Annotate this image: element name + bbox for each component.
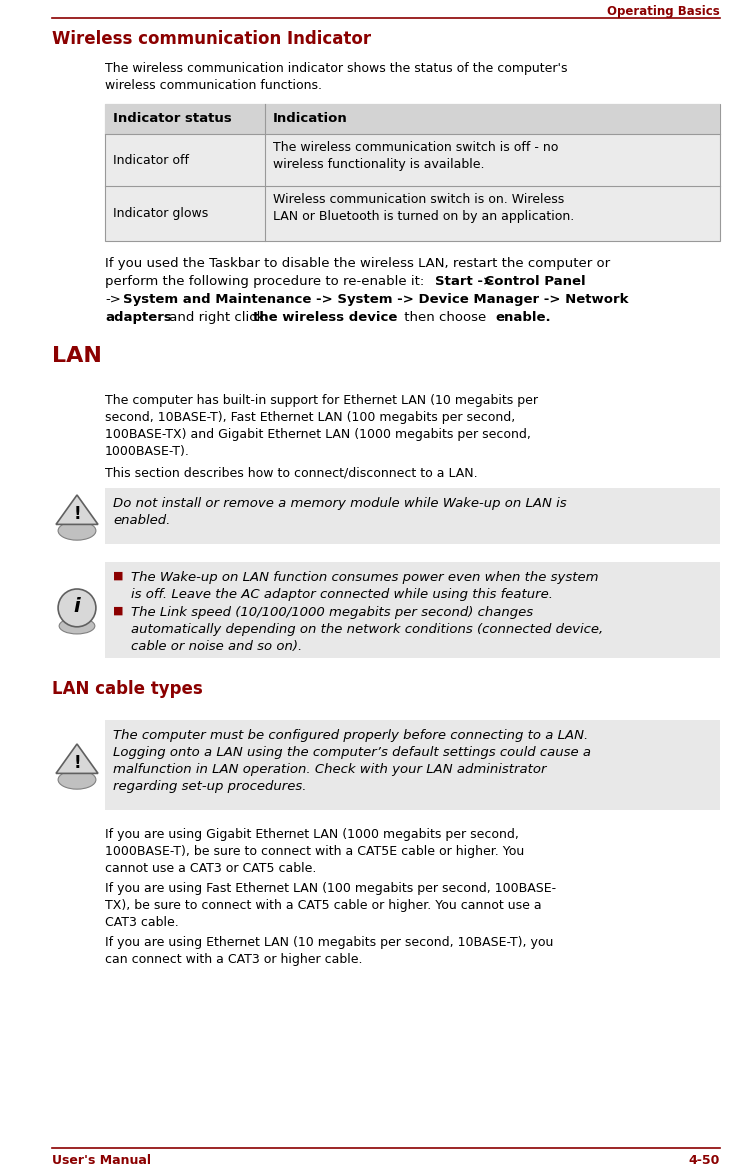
Text: Start ->: Start ->	[435, 275, 494, 288]
Text: The Wake-up on LAN function consumes power even when the system
is off. Leave th: The Wake-up on LAN function consumes pow…	[131, 571, 599, 601]
Text: User's Manual: User's Manual	[52, 1154, 151, 1167]
Bar	[105, 104, 720, 134]
Text: ■: ■	[113, 606, 123, 616]
Text: Indicator glows: Indicator glows	[113, 207, 208, 220]
Bar	[105, 720, 720, 810]
Text: the wireless device: the wireless device	[253, 311, 397, 323]
Text: If you are using Fast Ethernet LAN (100 megabits per second, 100BASE-
TX), be su: If you are using Fast Ethernet LAN (100 …	[105, 883, 556, 929]
Text: Wireless communication switch is on. Wireless
LAN or Bluetooth is turned on by a: Wireless communication switch is on. Wir…	[273, 193, 574, 223]
Text: The Link speed (10/100/1000 megabits per second) changes
automatically depending: The Link speed (10/100/1000 megabits per…	[131, 606, 603, 653]
Text: !: !	[73, 754, 81, 772]
Text: Indication: Indication	[273, 113, 348, 125]
Text: ->: ->	[105, 293, 121, 306]
Text: enable.: enable.	[495, 311, 551, 323]
Text: Control Panel: Control Panel	[480, 275, 586, 288]
Text: and right click: and right click	[165, 311, 269, 323]
Text: System and Maintenance -> System -> Device Manager -> Network: System and Maintenance -> System -> Devi…	[123, 293, 629, 306]
Text: i: i	[74, 598, 80, 616]
Ellipse shape	[58, 522, 96, 540]
Text: The wireless communication indicator shows the status of the computer's
wireless: The wireless communication indicator sho…	[105, 62, 568, 91]
Text: The computer must be configured properly before connecting to a LAN.
Logging ont: The computer must be configured properly…	[113, 729, 591, 793]
Text: !: !	[73, 505, 81, 523]
Ellipse shape	[58, 770, 96, 789]
Text: This section describes how to connect/disconnect to a LAN.: This section describes how to connect/di…	[105, 466, 477, 479]
Text: If you are using Ethernet LAN (10 megabits per second, 10BASE-T), you
can connec: If you are using Ethernet LAN (10 megabi…	[105, 936, 554, 966]
Text: ■: ■	[113, 571, 123, 581]
Bar	[105, 104, 720, 241]
Text: Wireless communication Indicator: Wireless communication Indicator	[52, 30, 371, 48]
Text: adapters: adapters	[105, 311, 172, 323]
Text: Indicator status: Indicator status	[113, 113, 232, 125]
Text: Operating Basics: Operating Basics	[607, 5, 720, 18]
Bar	[105, 488, 720, 544]
Text: The computer has built-in support for Ethernet LAN (10 megabits per
second, 10BA: The computer has built-in support for Et…	[105, 394, 538, 458]
Text: Do not install or remove a memory module while Wake-up on LAN is
enabled.: Do not install or remove a memory module…	[113, 497, 567, 527]
Text: LAN: LAN	[52, 346, 102, 366]
Text: Indicator off: Indicator off	[113, 154, 189, 166]
Text: The wireless communication switch is off - no
wireless functionality is availabl: The wireless communication switch is off…	[273, 141, 559, 171]
Bar	[105, 563, 720, 657]
Ellipse shape	[59, 618, 95, 634]
Text: then choose: then choose	[400, 311, 491, 323]
Text: If you are using Gigabit Ethernet LAN (1000 megabits per second,
1000BASE-T), be: If you are using Gigabit Ethernet LAN (1…	[105, 827, 524, 875]
Polygon shape	[56, 495, 98, 524]
Polygon shape	[56, 744, 98, 774]
Text: 4-50: 4-50	[689, 1154, 720, 1167]
Text: LAN cable types: LAN cable types	[52, 680, 203, 699]
Text: perform the following procedure to re-enable it:: perform the following procedure to re-en…	[105, 275, 429, 288]
Circle shape	[58, 590, 96, 627]
Text: If you used the Taskbar to disable the wireless LAN, restart the computer or: If you used the Taskbar to disable the w…	[105, 257, 610, 270]
